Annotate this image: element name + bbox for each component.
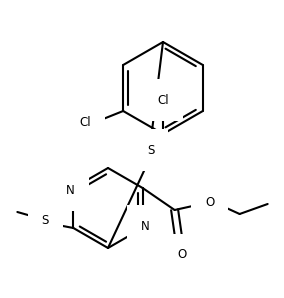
Text: S: S bbox=[42, 213, 49, 226]
Text: O: O bbox=[205, 195, 214, 209]
Text: S: S bbox=[147, 144, 154, 156]
Text: Cl: Cl bbox=[80, 117, 91, 130]
Text: O: O bbox=[177, 249, 186, 262]
Text: N: N bbox=[141, 220, 150, 232]
Text: N: N bbox=[66, 184, 75, 196]
Text: Cl: Cl bbox=[157, 94, 169, 106]
